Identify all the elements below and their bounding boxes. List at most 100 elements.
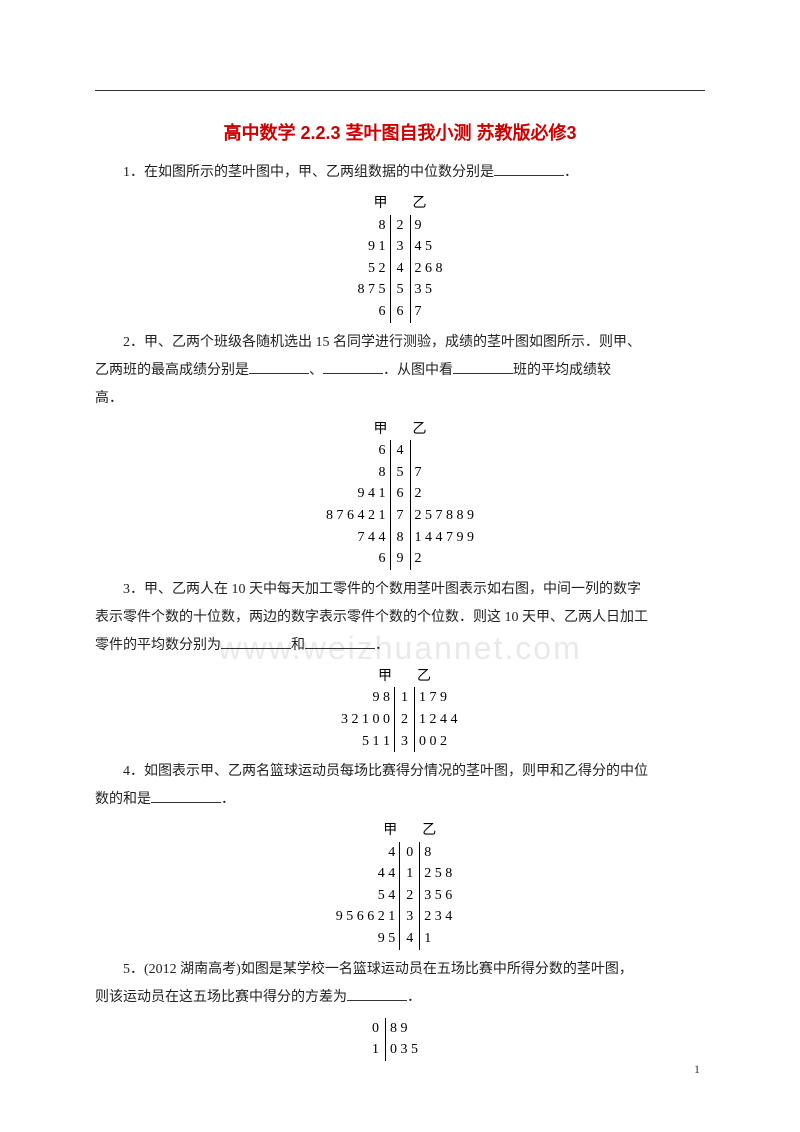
q1-text: 1．在如图所示的茎叶图中，甲、乙两组数据的中位数分别是． [95,159,705,187]
q1-tail: ． [564,165,578,180]
q5-r0s: 0 [366,1018,386,1040]
q1-hs [390,193,411,215]
q3-line1: 3．甲、乙两人在 10 天中每天加工零件的个数用茎叶图表示如右图，中间一列的数字 [95,576,705,604]
q3-r1r: 1 2 4 4 [415,709,463,731]
top-rule [95,90,705,91]
doc-title: 高中数学 2.2.3 茎叶图自我小测 苏教版必修3 [95,119,705,145]
q1-r4l: 6 [342,301,390,323]
q4-r4s: 4 [399,928,420,950]
q4-r0s: 0 [399,842,420,864]
q4-hl: 甲 [332,820,400,842]
q2-r5r: 2 [411,548,479,570]
q4-r4r: 1 [420,928,468,950]
q3-stemleaf: 甲 乙 9 811 7 9 3 2 1 0 021 2 4 4 5 1 130 … [337,666,463,752]
q3-r0r: 1 7 9 [415,687,463,709]
q2-e: 班的平均成绩较 [513,363,611,378]
q3-r2r: 0 0 2 [415,731,463,753]
q4-blank [151,789,221,803]
q2-blank2 [323,360,383,374]
q2-r1s: 5 [390,462,411,484]
q1-r1r: 4 5 [411,236,459,258]
q5-r0r: 8 9 [386,1018,434,1040]
q3-e: ． [375,638,389,653]
q3-hs [394,666,415,688]
q1-r4s: 6 [390,301,411,323]
q2-r3l: 8 7 6 4 2 1 [322,505,390,527]
q3-r0l: 9 8 [337,687,394,709]
q1-blank [494,162,564,176]
q4-r1s: 1 [399,863,420,885]
q2-hs [390,419,411,441]
q2-r2s: 6 [390,483,411,505]
q5-r1r: 0 3 5 [386,1039,434,1061]
q2-r2r: 2 [411,483,479,505]
q5-r1s: 1 [366,1039,386,1061]
q2-c: 、 [309,363,323,378]
q3-blank1 [221,635,291,649]
q3-line2: 表示零件个数的十位数，两边的数字表示零件个数的个位数．则这 10 天甲、乙两人日… [95,604,705,632]
q2-r0s: 4 [390,440,411,462]
q4-r0l: 4 [332,842,400,864]
q2-line1: 2．甲、乙两个班级各随机选出 15 名同学进行测验，成绩的茎叶图如图所示．则甲、 [95,329,705,357]
q2-r4r: 1 4 4 7 9 9 [411,527,479,549]
q4-r2r: 3 5 6 [420,885,468,907]
q1-stemleaf: 甲 乙 829 9 134 5 5 242 6 8 8 7 553 5 667 [342,193,459,323]
q1-r0r: 9 [411,215,459,237]
q4-hs [399,820,420,842]
q2-d: ．从图中看 [383,363,453,378]
q4-b: 数的和是 [95,792,151,807]
q5-b: 则该运动员在这五场比赛中得分的方差为 [95,990,347,1005]
q1-r3l: 8 7 5 [342,279,390,301]
q2-r0l: 6 [322,440,390,462]
q3-blank2 [305,635,375,649]
q2-blank1 [249,360,309,374]
q2-r3r: 2 5 7 8 8 9 [411,505,479,527]
q3-r2l: 5 1 1 [337,731,394,753]
page-number: 1 [694,1062,700,1077]
q1-r4r: 7 [411,301,459,323]
q2-hr: 乙 [411,419,479,441]
q4-c: ． [221,792,235,807]
q2-line2: 乙两班的最高成绩分别是 、 ．从图中看 班的平均成绩较 [95,357,705,385]
q3-d: 和 [291,638,305,653]
q2-r1l: 8 [322,462,390,484]
q2-b: 乙两班的最高成绩分别是 [95,363,249,378]
q1-hr: 乙 [411,193,459,215]
q5-line1: 5．(2012 湖南高考)如图是某学校一名篮球运动员在五场比赛中所得分数的茎叶图… [95,956,705,984]
q2-r4l: 7 4 4 [322,527,390,549]
q1-r0l: 8 [342,215,390,237]
q4-r3r: 2 3 4 [420,906,468,928]
q3-hr: 乙 [415,666,463,688]
q3-r2s: 3 [394,731,415,753]
q2-line3: 高． [95,385,705,413]
q4-r1r: 2 5 8 [420,863,468,885]
q4-r4l: 9 5 [332,928,400,950]
q5-stemleaf: 08 9 10 3 5 [366,1018,434,1061]
q2-blank3 [453,360,513,374]
q2-stemleaf: 甲 乙 64 857 9 4 162 8 7 6 4 2 172 5 7 8 8… [322,419,478,570]
q5-line2: 则该运动员在这五场比赛中得分的方差为． [95,984,705,1012]
q5-blank [347,987,407,1001]
q4-r2l: 5 4 [332,885,400,907]
q1-r2s: 4 [390,258,411,280]
q2-r0r [411,440,479,462]
q2-hl: 甲 [322,419,390,441]
q1-r1s: 3 [390,236,411,258]
q2-r5s: 9 [390,548,411,570]
q1-r3s: 5 [390,279,411,301]
q4-line1: 4．如图表示甲、乙两名篮球运动员每场比赛得分情况的茎叶图，则甲和乙得分的中位 [95,758,705,786]
q2-r1r: 7 [411,462,479,484]
q4-r3s: 3 [399,906,420,928]
q1-r2r: 2 6 8 [411,258,459,280]
q4-r2s: 2 [399,885,420,907]
q4-r3l: 9 5 6 6 2 1 [332,906,400,928]
q1-r1l: 9 1 [342,236,390,258]
q1-r0s: 2 [390,215,411,237]
q3-line3: 零件的平均数分别为 和 ． [95,632,705,660]
q4-hr: 乙 [420,820,468,842]
q4-r1l: 4 4 [332,863,400,885]
q2-r3s: 7 [390,505,411,527]
q4-line2: 数的和是 ． [95,786,705,814]
q3-c: 零件的平均数分别为 [95,638,221,653]
q1-r3r: 3 5 [411,279,459,301]
